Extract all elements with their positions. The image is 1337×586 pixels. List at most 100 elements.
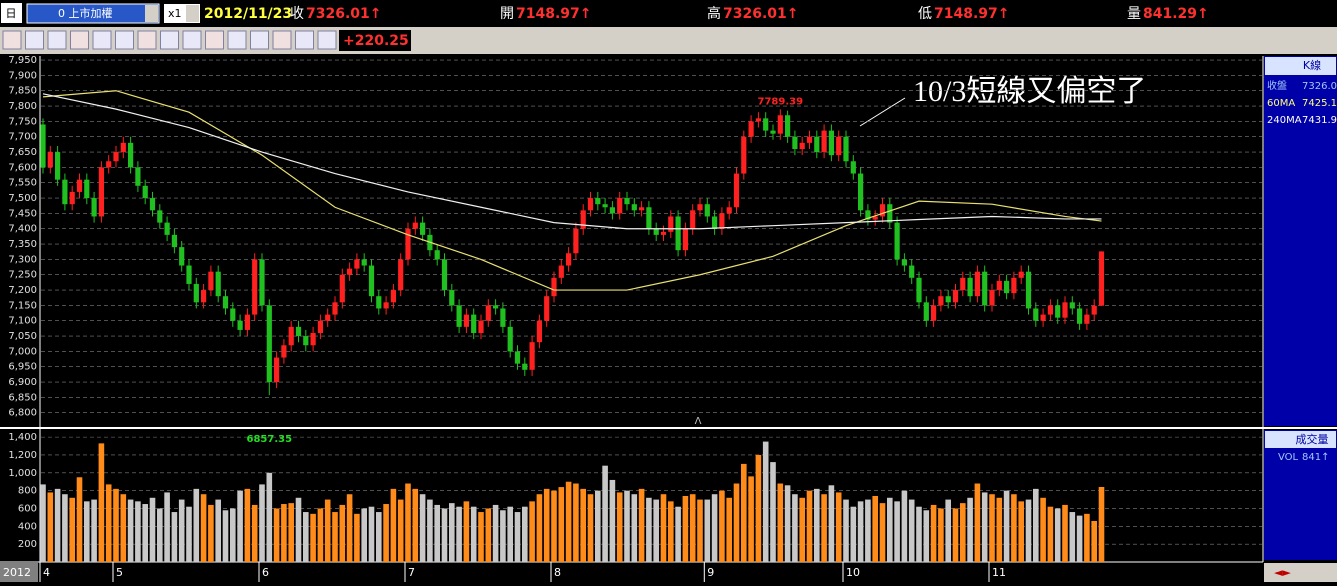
candle-body: [602, 204, 608, 208]
candle-body: [974, 271, 980, 297]
volume-bar: [157, 508, 163, 562]
candle-body: [1018, 271, 1024, 278]
volume-bar: [288, 503, 294, 562]
period-box[interactable]: [1, 3, 22, 23]
volume-bar: [646, 497, 652, 562]
candle-body: [1025, 271, 1032, 309]
volume-bar: [697, 499, 703, 562]
volume-bar: [857, 501, 864, 562]
candle-body: [317, 320, 323, 333]
volume-bar: [251, 504, 258, 562]
candle-body: [624, 198, 630, 205]
volume-bar: [368, 506, 375, 562]
volume-bar: [295, 497, 302, 562]
x-tick-label: 9: [707, 566, 714, 579]
candle-body: [390, 290, 396, 303]
candle-body: [639, 207, 645, 211]
volume-bar: [960, 503, 966, 562]
volume-bar: [887, 497, 893, 562]
candle-body: [113, 152, 119, 162]
volume-bar: [412, 488, 419, 562]
volume-bar: [784, 485, 791, 562]
candle-body: [733, 173, 740, 208]
dropdown-arrow[interactable]: [186, 5, 199, 22]
nav-arrows[interactable]: ◄►: [1274, 566, 1291, 579]
volume-bar: [171, 512, 178, 562]
volume-bar: [361, 508, 367, 562]
volume-bar: [901, 490, 908, 562]
volume-bar: [711, 494, 718, 562]
y-tick-label: 6,950: [8, 362, 37, 373]
candle-body: [646, 207, 652, 229]
change-box: [339, 30, 411, 51]
candle-body: [916, 277, 922, 303]
volume-bar: [587, 494, 594, 562]
tool-icon: [2, 30, 22, 50]
quote-label: 低: [918, 6, 932, 22]
quote-value: 841.29↑: [1143, 6, 1209, 22]
top-bar: [0, 0, 1337, 27]
candle-body: [1040, 314, 1046, 321]
volume-bar: [178, 499, 185, 562]
candle-body: [704, 204, 710, 217]
nav-buttons[interactable]: [1264, 563, 1337, 582]
y-tick-label: 200: [18, 539, 37, 550]
volume-bar: [565, 481, 572, 562]
y-tick-label: 7,450: [8, 208, 37, 219]
candle-body: [471, 314, 477, 333]
candle-body: [456, 305, 462, 327]
candle-body: [799, 142, 805, 149]
volume-bar: [149, 497, 156, 562]
candle-body: [485, 305, 491, 321]
legend-label: 60MA: [1267, 98, 1295, 109]
volume-legend-value: 841↑: [1302, 452, 1329, 463]
candle-body: [945, 296, 951, 303]
candle-body: [449, 290, 455, 306]
candle-body: [690, 210, 696, 229]
candle-body: [544, 296, 550, 321]
candle-body: [712, 216, 718, 229]
candle-body: [252, 259, 258, 315]
volume-bar: [1062, 504, 1068, 562]
candle-body: [157, 210, 163, 223]
candle-body: [237, 320, 243, 330]
candle-body: [558, 265, 564, 278]
y-tick-label: 7,950: [8, 55, 37, 66]
volume-bar: [1047, 506, 1054, 562]
volume-bar: [54, 488, 61, 562]
candle-body: [259, 259, 265, 306]
candle-body: [777, 115, 783, 134]
y-tick-label: 600: [18, 503, 37, 514]
x-tick-label: 11: [992, 566, 1006, 579]
annotation-arrow: [859, 97, 906, 127]
volume-legend-label: VOL: [1278, 452, 1299, 463]
candle-body: [850, 161, 856, 174]
volume-bar: [514, 512, 521, 562]
candle-body: [894, 222, 900, 260]
legend-tab: [1265, 57, 1336, 75]
volume-bar: [1011, 494, 1017, 562]
candle-body: [967, 277, 973, 297]
x-tick-label: 5: [116, 566, 123, 579]
tool-icon: [92, 30, 112, 50]
volume-legend-title: 成交量: [1296, 432, 1329, 446]
volume-bar: [463, 501, 470, 562]
candle-body: [785, 115, 791, 137]
candle-body: [923, 302, 929, 321]
candle-body: [1084, 314, 1090, 324]
volume-bar: [894, 501, 900, 562]
candle-body: [222, 296, 229, 309]
dropdown-arrow[interactable]: [145, 5, 158, 22]
legend-value: 7425.1: [1302, 98, 1337, 109]
candle-body: [106, 161, 112, 168]
candle-body: [55, 152, 61, 180]
volume-bar: [689, 494, 696, 562]
candle-body: [609, 207, 615, 214]
volume-bar: [967, 497, 973, 562]
candle-body: [193, 283, 199, 303]
candle-body: [347, 268, 353, 275]
y-tick-label: 7,350: [8, 239, 37, 250]
symbol-box[interactable]: [26, 3, 160, 24]
volume-bar: [507, 506, 513, 562]
volume-bar: [704, 499, 711, 562]
